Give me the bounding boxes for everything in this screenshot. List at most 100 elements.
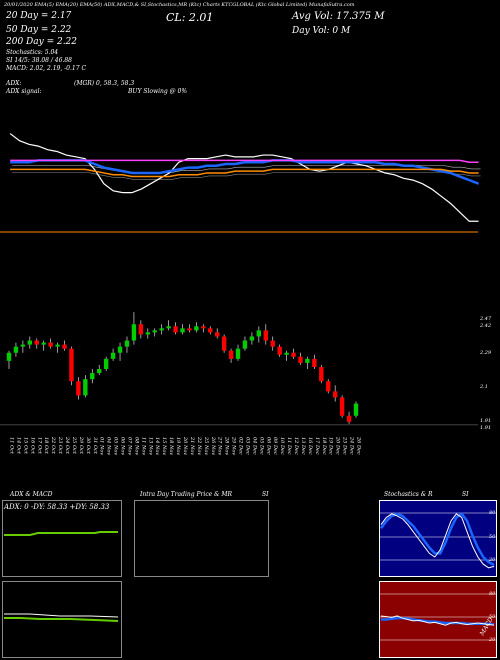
si-label: SI 14/5: 38.08 / 46.88	[6, 57, 72, 64]
candle-body	[235, 348, 241, 359]
candle-body	[76, 381, 81, 396]
date-tick-label: 19 Nov	[175, 437, 181, 455]
macd-label: MACD: 2.02, 2.19, -0.17 C	[6, 65, 87, 72]
candle-body	[34, 340, 39, 345]
candle-body	[138, 324, 144, 335]
candle-body	[277, 346, 282, 355]
macd-panel	[2, 581, 122, 658]
date-tick-label: 04 Nov	[106, 437, 112, 455]
candle-body	[284, 352, 289, 355]
macd-signal-line	[4, 613, 119, 618]
stoch-panel-title: Stochastics & R	[384, 491, 433, 498]
date-tick-label: 02 Dec	[238, 437, 244, 455]
adx-value: (MGR) 0, 58.3, 58.3	[74, 80, 135, 87]
mr-panel-title: Intra Day Trading Price & MR	[140, 491, 233, 498]
date-tick-label: 11 Dec	[286, 437, 292, 455]
date-tick-label: 18 Oct	[43, 437, 49, 455]
date-tick-label: 17 Dec	[314, 437, 320, 455]
date-tick-label: 25 Oct	[71, 436, 77, 455]
si-line	[380, 615, 495, 626]
ema-series-line	[10, 168, 479, 178]
date-tick-label: 29 Oct	[78, 436, 84, 455]
candle-body	[159, 328, 164, 331]
candle-body	[131, 324, 137, 341]
ema-series-line	[10, 159, 479, 163]
price-tick: 2.29	[480, 350, 492, 356]
date-tick-label: 21 Nov	[189, 436, 195, 455]
candle-body	[221, 336, 227, 351]
adx-label: ADX:	[6, 80, 22, 87]
candle-body	[291, 352, 296, 357]
date-tick-label: 25 Nov	[203, 436, 209, 455]
stoch-panel-si: SI	[462, 491, 469, 498]
ema-series-line	[10, 159, 480, 185]
date-tick-label: 29 Nov	[231, 436, 237, 455]
candle-body	[215, 332, 220, 337]
candle-body	[298, 356, 303, 363]
ema20-label: 20 Day = 2.17	[6, 11, 72, 21]
close-label: CL: 2.01	[166, 11, 214, 24]
candle-body	[41, 342, 46, 345]
date-tick-label: 26 Nov	[210, 436, 216, 455]
candle-body	[83, 379, 88, 396]
candle-body	[173, 326, 178, 333]
candle-body	[117, 346, 123, 353]
mr-panel	[134, 500, 269, 577]
candle-body	[152, 330, 157, 333]
date-tick-label: 08 Nov	[133, 437, 139, 455]
date-tick-label: 15 Oct	[22, 437, 28, 455]
candle-body	[6, 352, 12, 361]
stochastics-label: Stochastics: 5.04	[6, 49, 59, 56]
date-tick-label: 26 Dec	[356, 436, 362, 455]
adx-readout: ADX: 0 -DY: 58.33 +DY: 58.33	[4, 503, 110, 511]
stoch-signal-line	[379, 512, 495, 567]
date-tick-label: 11 Oct	[9, 437, 15, 455]
price-tick: 2.1	[480, 384, 488, 390]
date-tick-label: 04 Dec	[251, 437, 257, 455]
candle-body	[228, 350, 234, 359]
price-chart: 11 Oct 14 Oct 15 Oct 16 Oct 17 Oct 18 Oct 22 O…	[0, 133, 481, 455]
candle-body	[166, 326, 171, 329]
date-tick-label: 06 Nov	[120, 437, 126, 455]
ema200-label: 200 Day = 2.22	[6, 37, 78, 47]
adx-panel-title: ADX & MACD	[10, 491, 53, 498]
candle-body	[62, 344, 67, 349]
date-tick-label: 18 Nov	[168, 437, 174, 455]
date-tick-label: 22 Oct	[50, 436, 56, 455]
date-tick-label: 01 Nov	[99, 437, 105, 455]
price-tick: 1.91	[480, 425, 492, 431]
candle-body	[346, 415, 352, 422]
date-tick-label: 28 Nov	[224, 436, 230, 455]
date-tick-label: 27 Nov	[217, 436, 223, 455]
date-tick-label: 10 Dec	[279, 437, 285, 455]
date-tick-label: 03 Dec	[244, 437, 250, 455]
top-strip: 20/01/2020 EMA(5) EMA(20) EMA(50) ADX,MA…	[4, 2, 355, 8]
adx-panel	[2, 500, 122, 577]
candle-body	[110, 352, 116, 359]
date-tick-label: 22 Nov	[196, 436, 202, 455]
date-tick-label: 15 Nov	[161, 437, 167, 455]
price-tick: 2.47	[480, 316, 492, 322]
macd-panel-label: MACD	[478, 616, 495, 638]
date-tick-label: 09 Dec	[272, 437, 278, 455]
avg-vol-label: Avg Vol: 17.375 M	[292, 11, 385, 22]
candle-body	[319, 366, 324, 382]
date-tick-label: 06 Dec	[265, 437, 271, 455]
candle-body	[263, 330, 268, 341]
candle-body	[312, 358, 317, 367]
candle-body	[90, 373, 95, 380]
candle-body	[103, 358, 109, 369]
adx-line	[4, 531, 118, 536]
stoch-line	[380, 513, 495, 569]
date-tick-label: 11 Nov	[140, 437, 146, 455]
candle-body	[20, 344, 26, 347]
adx-signal-label: ADX signal:	[6, 88, 42, 95]
candle-body	[256, 330, 262, 337]
candle-body	[249, 336, 255, 341]
candle-body	[201, 326, 206, 329]
candle-body	[180, 328, 185, 333]
candle-body	[208, 328, 213, 333]
date-tick-label: 20 Nov	[182, 436, 188, 455]
date-tick-label: 16 Dec	[307, 437, 313, 455]
date-tick-label: 24 Oct	[64, 436, 70, 455]
